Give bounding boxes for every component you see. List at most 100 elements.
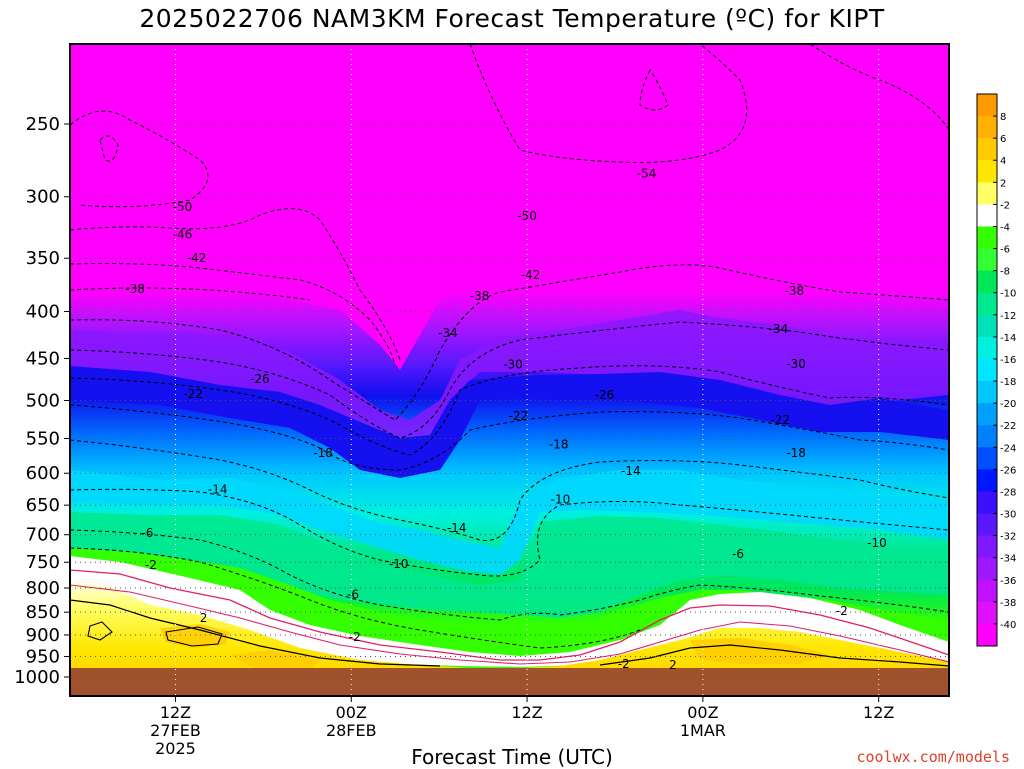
contour-label: -30 — [503, 358, 523, 372]
contour-label: -50 — [173, 200, 193, 214]
colorbar-tick-label: -32 — [1000, 532, 1016, 543]
colorbar-swatch — [977, 138, 997, 161]
solid-contour-2c — [70, 599, 949, 667]
colorbar-tick-label: -24 — [1000, 443, 1016, 454]
colorbar-swatch — [977, 182, 997, 205]
time-tick-label: 2025 — [155, 739, 196, 758]
contour-label: -14 — [621, 464, 641, 478]
contour-label: -42 — [521, 268, 541, 282]
pressure-tick-label: 800 — [26, 578, 60, 599]
time-tick-label: 1MAR — [680, 721, 726, 740]
colorbar-tick-label: -14 — [1000, 333, 1016, 344]
contour-label: -18 — [549, 437, 569, 451]
colorbar-tick-label: 8 — [1000, 112, 1006, 123]
colorbar-swatch — [977, 292, 997, 316]
time-tick-label: 27FEB — [150, 721, 201, 740]
pressure-tick-label: 850 — [26, 602, 60, 623]
colorbar-swatch — [977, 535, 997, 559]
colorbar-swatch — [977, 358, 997, 382]
colorbar-tick-label: -12 — [1000, 311, 1016, 322]
warm-pocket-contour — [87, 621, 223, 647]
contour-label: -22 — [183, 387, 203, 401]
purple-band — [70, 310, 949, 440]
contour-label: -50 — [517, 209, 537, 223]
time-tick-label: 00Z — [687, 703, 718, 722]
colorbar: 8 6 4 2 -2 -4 -6 -8 -10 -12 -14 -16 -18 -20 -22 -24 -26 -… — [976, 93, 1016, 647]
colorbar-tick-label: -2 — [1000, 200, 1010, 211]
contour-label: -6 — [732, 547, 744, 561]
time-tick-label: 28FEB — [326, 721, 377, 740]
colorbar-tick-label: 4 — [1000, 156, 1006, 167]
ground — [70, 668, 949, 696]
credit-link[interactable]: coolwx.com/models — [856, 748, 1010, 766]
colorbar-swatch — [977, 204, 997, 227]
colorbar-tick-label: -22 — [1000, 421, 1016, 432]
freezing-contour — [70, 569, 949, 661]
colorbar-swatch — [977, 579, 997, 603]
colorbar-swatch — [977, 160, 997, 183]
colorbar-tick-label: -30 — [1000, 510, 1016, 521]
contour-label: -14 — [208, 483, 228, 497]
colorbar-tick-label: -28 — [1000, 487, 1016, 498]
colorbar-swatch — [977, 226, 997, 250]
pressure-tick-label: 400 — [26, 301, 60, 322]
contour-label: -6 — [141, 526, 153, 540]
contour-label: -10 — [389, 557, 409, 571]
colorbar-swatch — [977, 447, 997, 470]
colorbar-tick-label: 2 — [1000, 178, 1006, 189]
freezing-contour-2 — [70, 584, 949, 665]
upper-air-layer — [70, 44, 949, 370]
colorbar-tick-label: 6 — [1000, 134, 1006, 145]
pressure-tick-label: 300 — [26, 187, 60, 208]
colorbar-tick-label: -16 — [1000, 355, 1016, 366]
colorbar-tick-label: -6 — [1000, 245, 1010, 256]
time-gridlines — [174, 44, 880, 696]
contour-label: -42 — [187, 251, 207, 265]
chart-title: 2025022706 NAM3KM Forecast Temperature (… — [139, 4, 885, 33]
contour-label: -30 — [786, 357, 806, 371]
contour-label: -2 — [145, 558, 157, 572]
colorbar-tick-label: -4 — [1000, 222, 1010, 233]
colorbar-swatch — [977, 469, 997, 492]
colorbar-swatch — [977, 491, 997, 515]
time-tick-label: 12Z — [511, 703, 542, 722]
pressure-tick-label: 600 — [26, 463, 60, 484]
pressure-tick-label: 550 — [26, 429, 60, 450]
colorbar-swatch — [977, 623, 997, 647]
contour-label: -22 — [770, 413, 790, 427]
contour-label: -2 — [836, 604, 848, 618]
colorbar-tick-label: -8 — [1000, 267, 1010, 278]
colorbar-swatch — [977, 270, 997, 294]
contour-label: -2 — [618, 657, 630, 671]
colorbar-tick-label: -26 — [1000, 465, 1016, 476]
contour-label: -38 — [125, 282, 145, 296]
contour-label: -22 — [508, 409, 528, 423]
colorbar-swatch — [977, 513, 997, 537]
colorbar-tick-label: -40 — [1000, 620, 1016, 631]
time-tick-label: 00Z — [336, 703, 367, 722]
contour-label: -38 — [784, 284, 804, 298]
colorbar-swatch — [977, 403, 997, 426]
plot-frame — [69, 43, 950, 697]
pressure-tick-label: 450 — [26, 348, 60, 369]
pressure-tick-label: 700 — [26, 525, 60, 546]
contour-label: -46 — [173, 228, 193, 242]
pressure-tick-label: 750 — [26, 552, 60, 573]
colorbar-swatch — [977, 116, 997, 139]
contour-label: 2 — [200, 611, 208, 625]
pressure-tick-label: 1000 — [14, 667, 60, 688]
contour-label: 2 — [669, 658, 677, 672]
time-tick-label: 12Z — [160, 703, 191, 722]
colorbar-tick-label: -20 — [1000, 399, 1016, 410]
contour-label: -14 — [447, 521, 467, 535]
colorbar-tick-label: -34 — [1000, 554, 1016, 565]
contour-label: -54 — [637, 166, 657, 180]
pressure-tick-label: 950 — [26, 647, 60, 668]
colorbar-swatch — [977, 557, 997, 581]
isotherms — [70, 44, 949, 649]
x-axis-title: Forecast Time (UTC) — [411, 745, 613, 769]
colorbar-tick-label: -38 — [1000, 598, 1016, 609]
colorbar-swatch — [977, 248, 997, 272]
